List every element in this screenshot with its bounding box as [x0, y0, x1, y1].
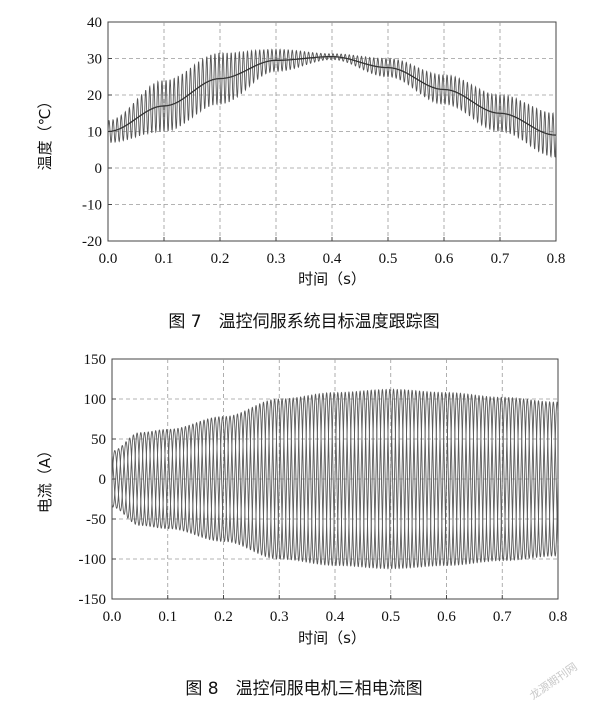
x-axis-label: 时间（s） — [298, 629, 366, 647]
y-tick-label: 40 — [87, 15, 102, 31]
y-tick-label: 50 — [91, 432, 106, 448]
x-tick-label: 0.2 — [214, 609, 233, 625]
x-tick-label: 0.0 — [103, 609, 122, 625]
x-tick-label: 0.7 — [491, 251, 510, 267]
x-tick-label: 0.8 — [549, 609, 568, 625]
series-phase-1 — [111, 388, 559, 570]
y-tick-label: 100 — [84, 392, 107, 408]
y-tick-labels: -150 -100 -50 0 50 100 150 — [79, 352, 107, 608]
series-phase-3 — [111, 388, 559, 570]
watermark: 龙源期刊网 — [527, 659, 580, 702]
y-tick-label: 30 — [87, 52, 102, 68]
y-tick-label: -100 — [79, 552, 107, 568]
x-tick-label: 0.7 — [493, 609, 512, 625]
y-tick-label: -10 — [82, 198, 102, 214]
data-series — [107, 48, 557, 159]
x-tick-label: 0.6 — [435, 251, 454, 267]
x-axis-label: 时间（s） — [298, 270, 366, 288]
y-tick-label: 10 — [87, 125, 102, 141]
y-tick-label: 0 — [99, 472, 107, 488]
x-tick-label: 0.5 — [379, 251, 398, 267]
y-axis-label: 温度（℃） — [36, 94, 54, 171]
y-tick-label: 0 — [95, 161, 103, 177]
y-tick-label: -20 — [82, 234, 102, 250]
figure-caption: 图 8 温控伺服电机三相电流图 — [185, 679, 422, 699]
series-phase-2 — [111, 388, 559, 570]
x-tick-label: 0.4 — [323, 251, 342, 267]
x-tick-label: 0.1 — [158, 609, 177, 625]
y-tick-label: 150 — [84, 352, 107, 368]
x-tick-label: 0.6 — [437, 609, 456, 625]
chart-temperature-tracking: 0.0 0.1 0.2 0.3 0.4 0.5 0.6 0.7 0.8 -20 -10 0 10 20 3… — [36, 15, 565, 332]
x-tick-labels: 0.0 0.1 0.2 0.3 0.4 0.5 0.6 0.7 0.8 — [103, 609, 568, 625]
y-tick-label: 20 — [87, 88, 102, 104]
x-tick-label: 0.0 — [99, 251, 118, 267]
x-tick-label: 0.1 — [155, 251, 174, 267]
x-tick-label: 0.5 — [381, 609, 400, 625]
x-tick-label: 0.8 — [547, 251, 566, 267]
y-tick-label: -50 — [86, 512, 106, 528]
x-tick-labels: 0.0 0.1 0.2 0.3 0.4 0.5 0.6 0.7 0.8 — [99, 251, 566, 267]
series-target-temperature — [107, 56, 557, 136]
y-tick-label: -150 — [79, 592, 107, 608]
x-tick-label: 0.3 — [267, 251, 286, 267]
data-series — [111, 388, 559, 570]
x-tick-label: 0.3 — [270, 609, 289, 625]
x-tick-label: 0.2 — [211, 251, 230, 267]
y-tick-labels: -20 -10 0 10 20 30 40 — [82, 15, 102, 250]
chart-three-phase-current: 0.0 0.1 0.2 0.3 0.4 0.5 0.6 0.7 0.8 -150 -100 -50 0… — [36, 352, 567, 699]
x-tick-label: 0.4 — [326, 609, 345, 625]
figure-caption: 图 7 温控伺服系统目标温度跟踪图 — [168, 312, 439, 332]
y-axis-label: 电流（A） — [36, 443, 54, 513]
